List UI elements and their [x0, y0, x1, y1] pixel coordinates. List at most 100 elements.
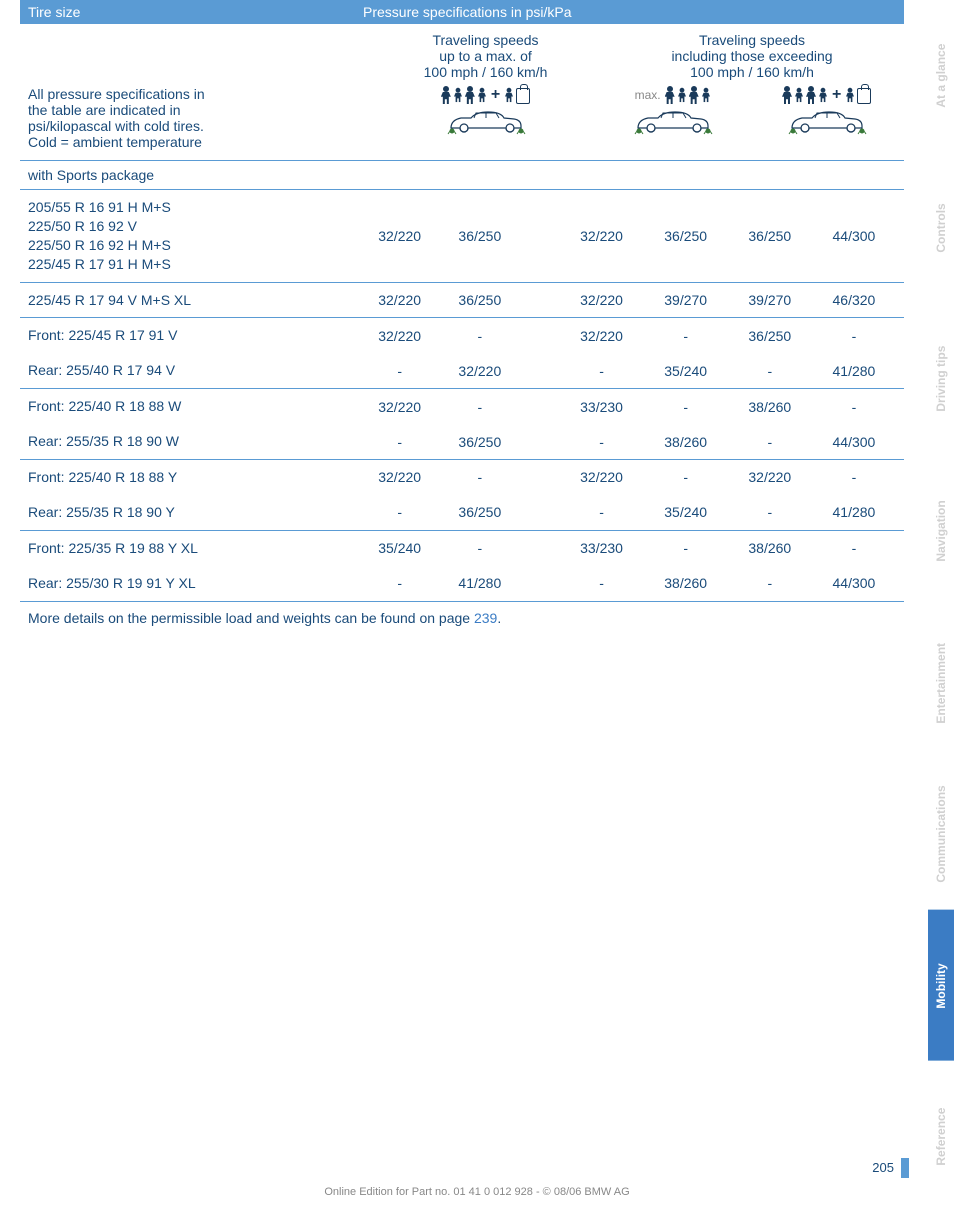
pressure-value: 32/220: [360, 399, 440, 415]
pressure-value: -: [728, 363, 812, 379]
pressure-value: 41/280: [812, 363, 896, 379]
pressure-value: 44/300: [812, 228, 896, 244]
plus-icon: +: [491, 86, 500, 104]
pressure-value: 39/270: [644, 292, 728, 308]
footer-text: Online Edition for Part no. 01 41 0 012 …: [0, 1186, 954, 1198]
pressure-value: 36/250: [644, 228, 728, 244]
side-tab-entertainment[interactable]: Entertainment: [928, 607, 954, 759]
table-row: Front: 225/45 R 17 91 V32/220-32/220-36/…: [20, 317, 904, 353]
pressure-value: -: [728, 434, 812, 450]
pressure-value: -: [560, 363, 644, 379]
pressure-value: -: [728, 575, 812, 591]
pressure-value: 44/300: [812, 575, 896, 591]
max-label: max.: [635, 88, 661, 102]
footnote: More details on the permissible load and…: [20, 601, 904, 634]
pressure-value: 36/250: [728, 228, 812, 244]
tire-size-label: Rear: 255/30 R 19 91 Y XL: [28, 574, 360, 593]
side-tabs: At a glanceControlsDriving tipsNavigatio…: [928, 0, 954, 1213]
pressure-value: 44/300: [812, 434, 896, 450]
person-icon: [505, 88, 513, 102]
table-row: 225/45 R 17 94 V M+S XL32/22036/25032/22…: [20, 282, 904, 318]
pressure-value: 32/220: [560, 292, 644, 308]
pressure-value: -: [812, 399, 896, 415]
tire-size-label: Rear: 255/35 R 18 90 W: [28, 432, 360, 451]
car-icon: [787, 108, 867, 136]
table-row: Front: 225/35 R 19 88 Y XL35/240-33/230-…: [20, 530, 904, 566]
pressure-value: 36/250: [440, 228, 520, 244]
pressure-value: 41/280: [440, 575, 520, 591]
load-icon-full: +: [782, 86, 871, 136]
side-tab-at-a-glance[interactable]: At a glance: [928, 0, 954, 152]
pressure-value: 32/220: [360, 228, 440, 244]
car-icon: [446, 108, 526, 136]
pressure-value: 38/260: [644, 575, 728, 591]
pressure-value: 36/250: [440, 434, 520, 450]
table-row: Rear: 255/35 R 18 90 W-36/250-38/260-44/…: [20, 424, 904, 459]
pressure-value: 33/230: [560, 540, 644, 556]
tire-size-label: Front: 225/35 R 19 88 Y XL: [28, 539, 360, 558]
car-icon: [633, 108, 713, 136]
page-link[interactable]: 239: [474, 610, 497, 626]
pressure-value: 35/240: [360, 540, 440, 556]
plus-icon: +: [832, 86, 841, 104]
tire-size-label: Rear: 255/35 R 18 90 Y: [28, 503, 360, 522]
person-icon: [702, 88, 710, 102]
tire-size-label: Front: 225/45 R 17 91 V: [28, 326, 360, 345]
person-icon: [454, 88, 462, 102]
tire-size-label: 225/45 R 17 94 V M+S XL: [28, 291, 360, 310]
person-icon: [806, 86, 816, 104]
pressure-value: -: [560, 434, 644, 450]
person-icon: [678, 88, 686, 102]
luggage-icon: [857, 88, 871, 104]
column-labels-row: Traveling speeds up to a max. of 100 mph…: [20, 24, 904, 80]
person-icon: [846, 88, 854, 102]
side-tab-controls[interactable]: Controls: [928, 152, 954, 304]
side-tab-communications[interactable]: Communications: [928, 758, 954, 910]
pressure-value: -: [812, 469, 896, 485]
pressure-value: 32/220: [560, 469, 644, 485]
pressure-value: 38/260: [728, 540, 812, 556]
page-number-bar: [901, 1158, 909, 1178]
side-tab-navigation[interactable]: Navigation: [928, 455, 954, 607]
pressure-value: -: [644, 399, 728, 415]
content-area: Tire size Pressure specifications in psi…: [0, 0, 954, 634]
pressure-value: -: [644, 328, 728, 344]
table-row: Front: 225/40 R 18 88 Y32/220-32/220-32/…: [20, 459, 904, 495]
pressure-value: 35/240: [644, 504, 728, 520]
table-row: Rear: 255/30 R 19 91 Y XL-41/280-38/260-…: [20, 566, 904, 601]
pressure-value: 36/250: [440, 292, 520, 308]
load-icon-max: max.: [633, 86, 713, 136]
section-heading: with Sports package: [20, 160, 904, 189]
pressure-value: 36/250: [728, 328, 812, 344]
table-row: Rear: 255/40 R 17 94 V-32/220-35/240-41/…: [20, 353, 904, 388]
pressure-value: -: [440, 328, 520, 344]
pressure-value: -: [440, 399, 520, 415]
table-row: Rear: 255/35 R 18 90 Y-36/250-35/240-41/…: [20, 495, 904, 530]
tire-size-label: Rear: 255/40 R 17 94 V: [28, 361, 360, 380]
pressure-value: 38/260: [644, 434, 728, 450]
table-row: 205/55 R 16 91 H M+S225/50 R 16 92 V225/…: [20, 189, 904, 282]
person-icon: [478, 88, 486, 102]
load-icon-upto: +: [363, 86, 608, 136]
col-label-left: Traveling speeds up to a max. of 100 mph…: [363, 32, 608, 80]
pressure-value: 41/280: [812, 504, 896, 520]
pressure-value: 33/230: [560, 399, 644, 415]
pressure-value: -: [360, 434, 440, 450]
pressure-value: -: [440, 469, 520, 485]
pressure-value: 32/220: [560, 328, 644, 344]
pressure-value: 46/320: [812, 292, 896, 308]
pressure-value: -: [728, 504, 812, 520]
tire-size-label: Front: 225/40 R 18 88 W: [28, 397, 360, 416]
person-icon: [782, 86, 792, 104]
pressure-value: 38/260: [728, 399, 812, 415]
tire-size-label: 205/55 R 16 91 H M+S225/50 R 16 92 V225/…: [28, 198, 360, 274]
pressure-value: 36/250: [440, 504, 520, 520]
side-tab-driving-tips[interactable]: Driving tips: [928, 303, 954, 455]
pressure-value: -: [644, 540, 728, 556]
pressure-value: -: [560, 504, 644, 520]
pressure-value: 35/240: [644, 363, 728, 379]
pressure-value: 32/220: [440, 363, 520, 379]
side-tab-mobility[interactable]: Mobility: [928, 910, 954, 1062]
icons-row: All pressure specifications in the table…: [20, 80, 904, 160]
pressure-value: 32/220: [560, 228, 644, 244]
